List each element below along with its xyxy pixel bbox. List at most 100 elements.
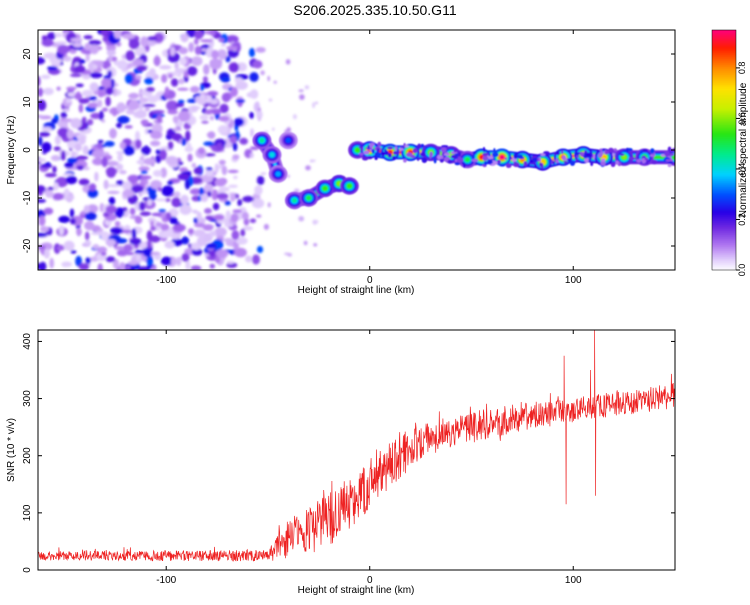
noise-blob xyxy=(141,146,151,155)
colorbar-step xyxy=(712,38,736,41)
ridge-speckle xyxy=(440,147,447,153)
noise-blob xyxy=(143,157,156,166)
noise-blob xyxy=(150,140,161,147)
noise-blob xyxy=(312,102,315,109)
noise-blob xyxy=(44,162,51,166)
colorbar-step xyxy=(712,140,736,143)
noise-blob xyxy=(285,59,291,65)
noise-blob xyxy=(119,170,127,175)
ridge-speckle xyxy=(592,153,596,160)
noise-blob xyxy=(164,240,175,249)
y-tick-label: 300 xyxy=(22,390,33,407)
y-tick-label: 10 xyxy=(22,96,33,108)
colorbar-step xyxy=(712,156,736,159)
colorbar-step xyxy=(712,126,736,129)
noise-blob xyxy=(268,98,273,102)
noise-blob xyxy=(235,237,248,245)
noise-blob xyxy=(57,120,69,128)
ridge-speckle xyxy=(496,159,501,164)
noise-blob xyxy=(196,211,202,221)
noise-blob xyxy=(169,216,178,225)
noise-blob xyxy=(147,36,158,41)
noise-blob xyxy=(221,76,231,83)
noise-blob xyxy=(101,60,111,70)
noise-blob xyxy=(92,244,100,250)
colorbar-step xyxy=(712,122,736,125)
ridge-speckle xyxy=(439,158,444,163)
noise-blob xyxy=(221,92,231,103)
colorbar-step xyxy=(712,260,736,263)
y-tick-label: 200 xyxy=(22,447,33,464)
noise-blob xyxy=(67,92,77,97)
noise-blob xyxy=(60,150,66,161)
colorbar-step xyxy=(712,212,736,215)
noise-blob xyxy=(138,166,150,172)
noise-blob xyxy=(101,78,112,88)
ridge-speckle xyxy=(429,151,434,158)
noise-blob xyxy=(43,207,54,215)
noise-blob xyxy=(55,176,68,188)
noise-blob xyxy=(112,107,118,117)
y-tick-label: 100 xyxy=(22,504,33,521)
noise-blob xyxy=(156,114,163,124)
ridge-speckle xyxy=(636,159,642,163)
noise-blob xyxy=(218,49,227,60)
ridge-speckle xyxy=(406,152,413,157)
ridge-speckle xyxy=(640,162,644,166)
ridge-point xyxy=(499,154,505,160)
ridge-speckle xyxy=(454,162,461,166)
colorbar-step xyxy=(712,196,736,199)
ridge-speckle xyxy=(576,152,580,156)
colorbar-step xyxy=(712,218,736,221)
ridge-speckle xyxy=(504,157,508,161)
noise-blob xyxy=(58,215,70,223)
x-tick-label: -100 xyxy=(156,275,176,286)
colorbar-step xyxy=(712,138,736,141)
noise-blob xyxy=(299,94,305,100)
noise-blob xyxy=(159,149,167,161)
noise-blob xyxy=(213,214,225,221)
ridge-speckle xyxy=(384,148,387,152)
noise-blob xyxy=(209,30,216,36)
noise-blob xyxy=(233,175,238,180)
noise-blob xyxy=(124,73,134,84)
colorbar-step xyxy=(712,80,736,83)
noise-blob xyxy=(152,170,163,177)
noise-blob xyxy=(242,226,254,231)
noise-blob xyxy=(225,55,231,63)
noise-blob xyxy=(260,172,267,176)
colorbar-step xyxy=(712,62,736,65)
ridge-speckle xyxy=(371,148,375,154)
colorbar-step xyxy=(712,228,736,231)
colorbar-step xyxy=(712,192,736,195)
colorbar-step xyxy=(712,94,736,97)
ridge-point xyxy=(355,147,360,153)
ridge-speckle xyxy=(482,152,489,157)
noise-blob xyxy=(82,145,89,155)
noise-blob xyxy=(99,110,104,121)
noise-blob xyxy=(38,198,47,203)
noise-blob xyxy=(209,250,216,258)
noise-blob xyxy=(256,175,265,186)
noise-blob xyxy=(161,185,174,197)
noise-blob xyxy=(298,89,304,92)
colorbar-step xyxy=(712,36,736,39)
noise-blob xyxy=(200,193,209,203)
noise-blob xyxy=(57,127,69,138)
noise-blob xyxy=(235,80,248,90)
noise-blob xyxy=(81,89,94,97)
noise-blob xyxy=(63,108,70,113)
ridge-speckle xyxy=(567,158,572,162)
ridge-speckle xyxy=(387,153,392,158)
ridge-speckle xyxy=(369,142,374,149)
ridge-speckle xyxy=(615,160,619,165)
ridge-point xyxy=(672,154,675,160)
ridge-speckle xyxy=(493,148,496,152)
noise-blob xyxy=(155,155,162,164)
ridge-point xyxy=(621,154,627,160)
ridge-point xyxy=(275,171,281,177)
noise-blob xyxy=(144,127,149,135)
noise-blob xyxy=(84,43,91,51)
noise-blob xyxy=(105,205,117,214)
